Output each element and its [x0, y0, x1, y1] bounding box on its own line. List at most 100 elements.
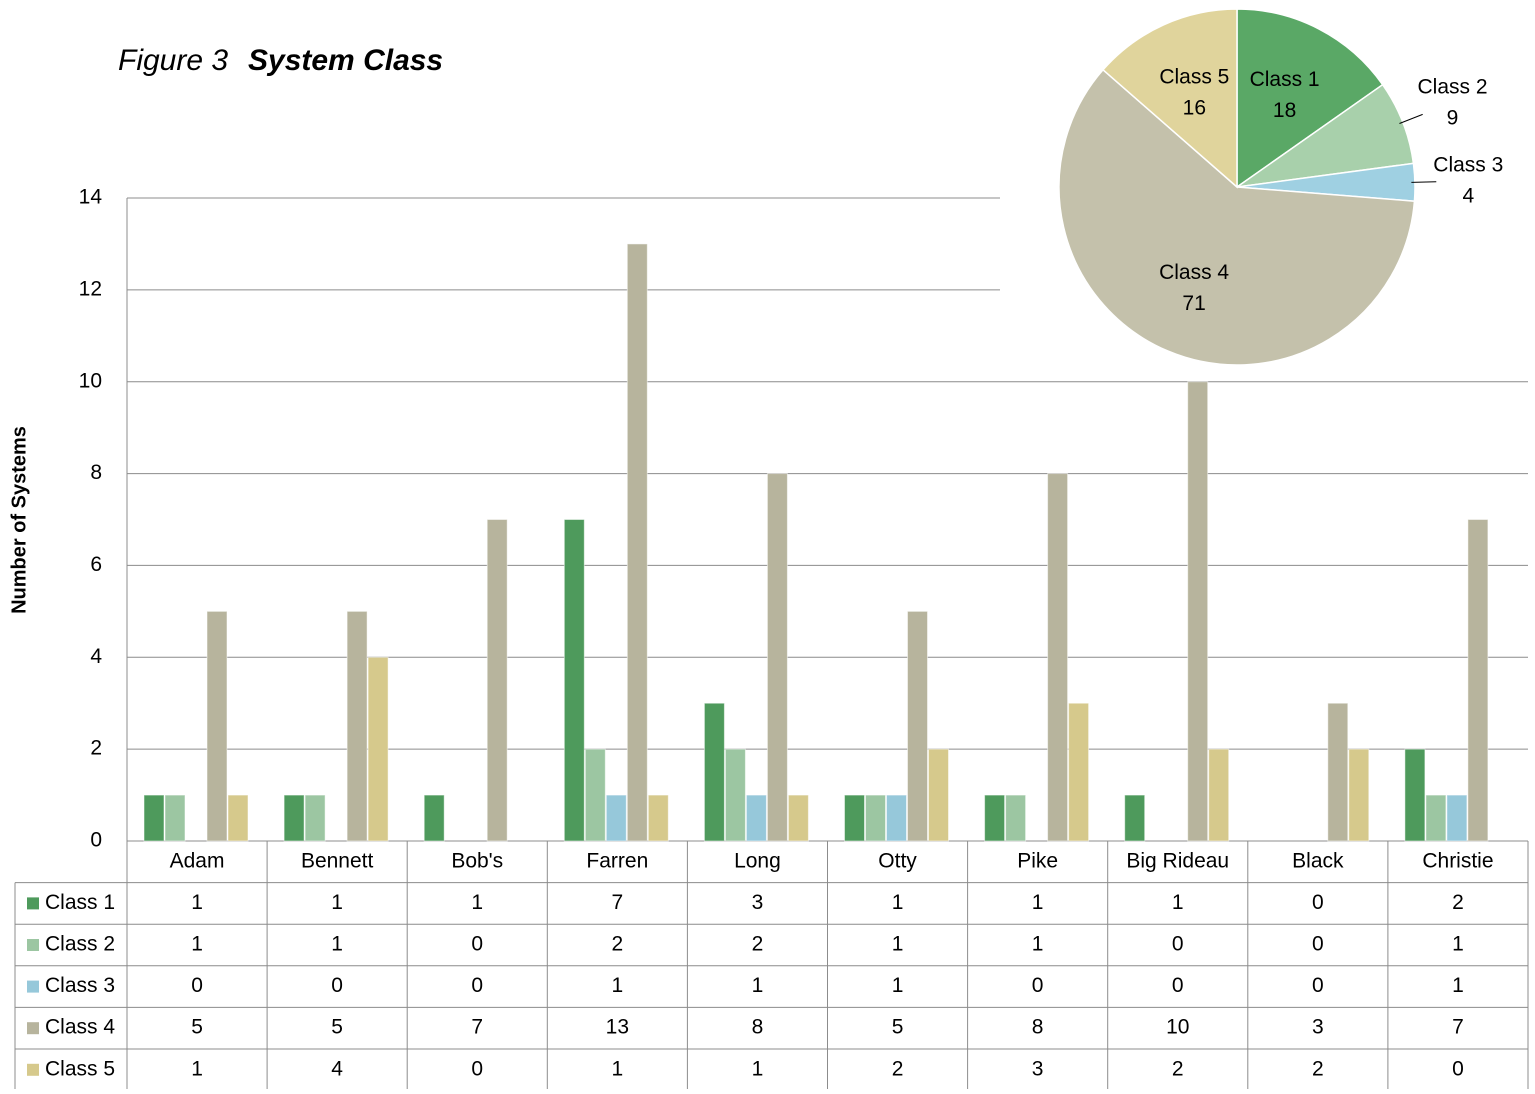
bar: [647, 794, 669, 842]
bar: [703, 702, 725, 842]
legend-label: Class 4: [45, 1016, 115, 1039]
bar: [304, 794, 326, 842]
table-cell: 0: [471, 1057, 483, 1080]
bar: [423, 794, 445, 842]
table-cell: 1: [331, 933, 343, 956]
bar: [745, 794, 767, 842]
legend-swatch: [27, 980, 39, 993]
bar: [1187, 381, 1209, 842]
table-cell: 3: [752, 891, 764, 914]
table-cell: 1: [191, 1057, 203, 1080]
bar: [984, 794, 1006, 842]
table-cell: 2: [612, 933, 624, 956]
bar: [1425, 794, 1447, 842]
table-cell: 1: [1172, 891, 1184, 914]
pie-label: Class 3: [1433, 153, 1503, 176]
bar: [1124, 794, 1146, 842]
table-cell: 4: [331, 1057, 343, 1080]
table-cell: 2: [1312, 1057, 1324, 1080]
y-tick-label: 0: [90, 829, 102, 852]
x-tick-label: Bob's: [451, 849, 503, 872]
bar: [227, 794, 249, 842]
table-cell: 5: [892, 1016, 904, 1039]
table-cell: 0: [471, 974, 483, 997]
table-cell: 1: [191, 891, 203, 914]
leader-line: [1399, 113, 1423, 124]
x-tick-label: Otty: [878, 849, 917, 872]
table-cell: 2: [1452, 891, 1464, 914]
x-tick-label: Farren: [586, 849, 648, 872]
x-tick-label: Pike: [1017, 849, 1058, 872]
bar: [1047, 473, 1069, 842]
bar: [1404, 748, 1426, 842]
table-cell: 1: [1032, 891, 1044, 914]
legend-swatch: [27, 1022, 39, 1035]
pie-slice: [1101, 8, 1238, 189]
y-tick-label: 10: [79, 369, 102, 392]
y-tick-label: 12: [79, 277, 102, 300]
bar: [486, 519, 508, 842]
y-tick-label: 4: [90, 645, 102, 668]
table-cell: 3: [1312, 1016, 1324, 1039]
pie-value: 4: [1462, 184, 1474, 207]
y-tick-label: 6: [90, 553, 102, 576]
bar: [605, 794, 627, 842]
bar: [928, 748, 949, 842]
table-cell: 1: [612, 1057, 624, 1080]
pie-slice: [1058, 68, 1416, 366]
table-cell: 1: [1452, 933, 1464, 956]
bar: [844, 794, 865, 842]
table-cell: 1: [471, 891, 483, 914]
bar: [346, 610, 368, 842]
pie-value: 9: [1447, 106, 1459, 129]
table-cell: 1: [752, 974, 764, 997]
bar: [626, 243, 648, 842]
bar: [206, 610, 228, 842]
legend-label: Class 5: [45, 1057, 115, 1080]
bar: [563, 519, 585, 842]
bar: [143, 794, 165, 842]
table-cell: 1: [331, 891, 343, 914]
table-cell: 0: [1452, 1057, 1464, 1080]
pie-slice: [1236, 8, 1384, 189]
table-cell: 5: [331, 1016, 343, 1039]
table-cell: 2: [892, 1057, 904, 1080]
pie-label: Class 1: [1250, 68, 1320, 91]
table-cell: 2: [752, 933, 764, 956]
table-cell: 1: [892, 891, 904, 914]
bar: [865, 794, 886, 842]
legend-swatch: [27, 1063, 39, 1076]
bar: [1005, 794, 1027, 842]
table-cell: 8: [752, 1016, 764, 1039]
table-cell: 0: [1172, 933, 1184, 956]
table-cell: 1: [612, 974, 624, 997]
x-tick-label: Long: [734, 849, 781, 872]
bar: [787, 794, 809, 842]
table-cell: 1: [191, 933, 203, 956]
table-cell: 0: [1312, 933, 1324, 956]
pie-value: 71: [1182, 292, 1205, 315]
table-cell: 0: [1312, 974, 1324, 997]
bar: [907, 610, 928, 842]
figure-label: Figure 3: [118, 44, 228, 77]
table-cell: 0: [1312, 891, 1324, 914]
y-tick-label: 14: [79, 186, 103, 209]
table-cell: 2: [1172, 1057, 1184, 1080]
bar: [724, 748, 746, 842]
chart-title: System Class: [248, 44, 443, 77]
table-cell: 7: [471, 1016, 483, 1039]
table-cell: 1: [1452, 974, 1464, 997]
table-cell: 13: [606, 1016, 629, 1039]
table-cell: 5: [191, 1016, 203, 1039]
table-cell: 1: [892, 933, 904, 956]
y-tick-label: 8: [90, 461, 102, 484]
bar: [584, 748, 606, 842]
table-cell: 0: [471, 933, 483, 956]
bar: [164, 794, 186, 842]
bar: [1348, 748, 1370, 842]
table-cell: 1: [892, 974, 904, 997]
x-tick-label: Big Rideau: [1126, 849, 1229, 872]
bar: [1446, 794, 1468, 842]
pie-label: Class 5: [1159, 66, 1229, 89]
